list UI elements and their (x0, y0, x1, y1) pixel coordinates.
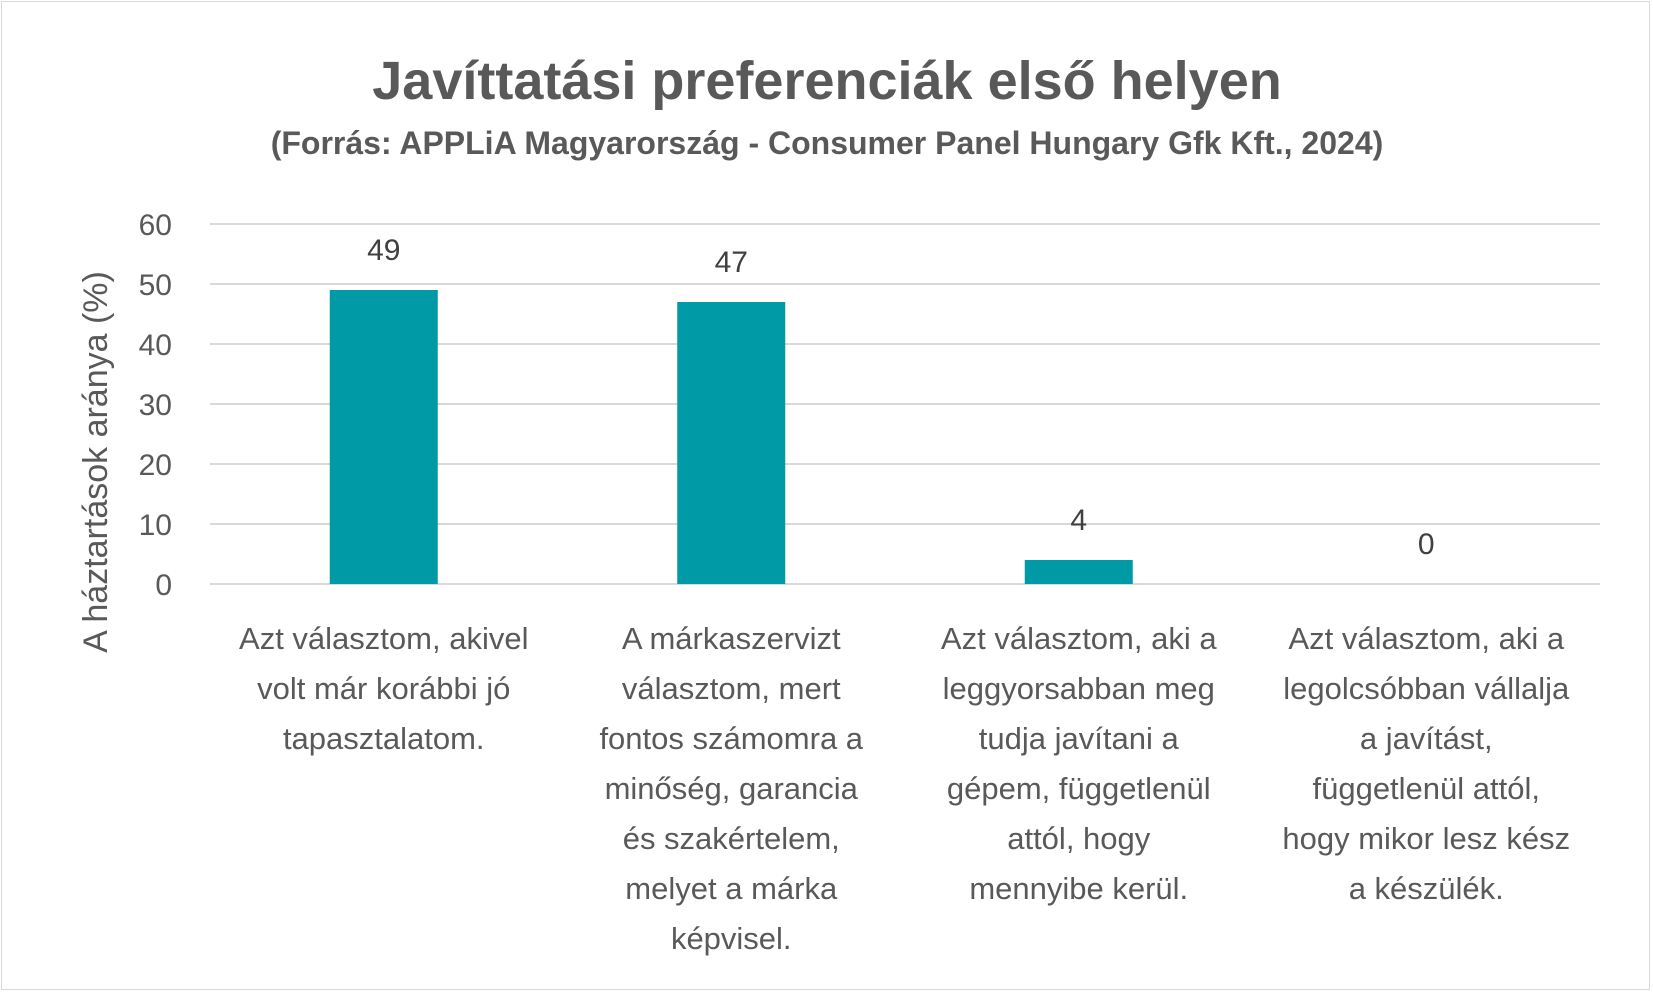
y-tick-label: 20 (139, 449, 172, 482)
data-labels: 49 47 4 0 (367, 234, 1435, 561)
category-label-line: hogy mikor lesz kész (1282, 821, 1570, 856)
category-label-line: tapasztalatom. (283, 721, 485, 756)
category-label-line: függetlenül attól, (1312, 771, 1540, 806)
category-label-line: Azt választom, aki a (1288, 621, 1564, 656)
bar-3 (1024, 560, 1133, 584)
category-label-line: és szakértelem, (623, 821, 840, 856)
category-label-line: legolcsóbban vállalja (1283, 671, 1570, 706)
grid-layer (210, 223, 1600, 585)
category-label-line: tudja javítani a (979, 721, 1180, 756)
data-label-3: 4 (1070, 504, 1087, 537)
category-label-line: minőség, garancia (605, 771, 859, 806)
category-label-line: választom, mert (622, 671, 841, 706)
category-label-line: attól, hogy (1007, 821, 1151, 856)
category-label-line: fontos számomra a (599, 721, 863, 756)
category-label-line: képvisel. (671, 921, 792, 956)
category-labels: Azt választom, akivel volt már korábbi jó… (239, 621, 1570, 956)
data-label-2: 47 (715, 246, 748, 279)
category-label-line: A márkaszervizt (622, 621, 841, 656)
category-label-line: Azt választom, aki a (941, 621, 1217, 656)
category-label-line: Azt választom, akivel (239, 621, 528, 656)
category-label-line: volt már korábbi jó (257, 671, 510, 706)
data-label-1: 49 (367, 234, 400, 267)
y-tick-labels: 0 10 20 30 40 50 60 (139, 209, 172, 602)
category-label-line: a javítást, (1360, 721, 1493, 756)
y-tick-label: 40 (139, 329, 172, 362)
y-tick-label: 30 (139, 389, 172, 422)
bars (329, 290, 1133, 584)
category-label-line: melyet a márka (625, 871, 838, 906)
category-label-line: a készülék. (1349, 871, 1504, 906)
category-label-line: gépem, függetlenül (947, 771, 1211, 806)
y-tick-label: 60 (139, 209, 172, 242)
y-axis-label: A háztartások aránya (%) (77, 271, 115, 653)
data-label-4: 0 (1418, 528, 1435, 561)
bar-1 (329, 290, 438, 584)
y-tick-label: 0 (155, 569, 172, 602)
y-tick-label: 50 (139, 269, 172, 302)
category-label-line: mennyibe kerül. (969, 871, 1188, 906)
chart-subtitle: (Forrás: APPLiA Magyarország - Consumer … (271, 125, 1384, 161)
category-label-line: leggyorsabban meg (943, 671, 1215, 706)
bar-2 (677, 302, 786, 584)
chart-title: Javíttatási preferenciák első helyen (372, 51, 1281, 111)
y-tick-label: 10 (139, 509, 172, 542)
